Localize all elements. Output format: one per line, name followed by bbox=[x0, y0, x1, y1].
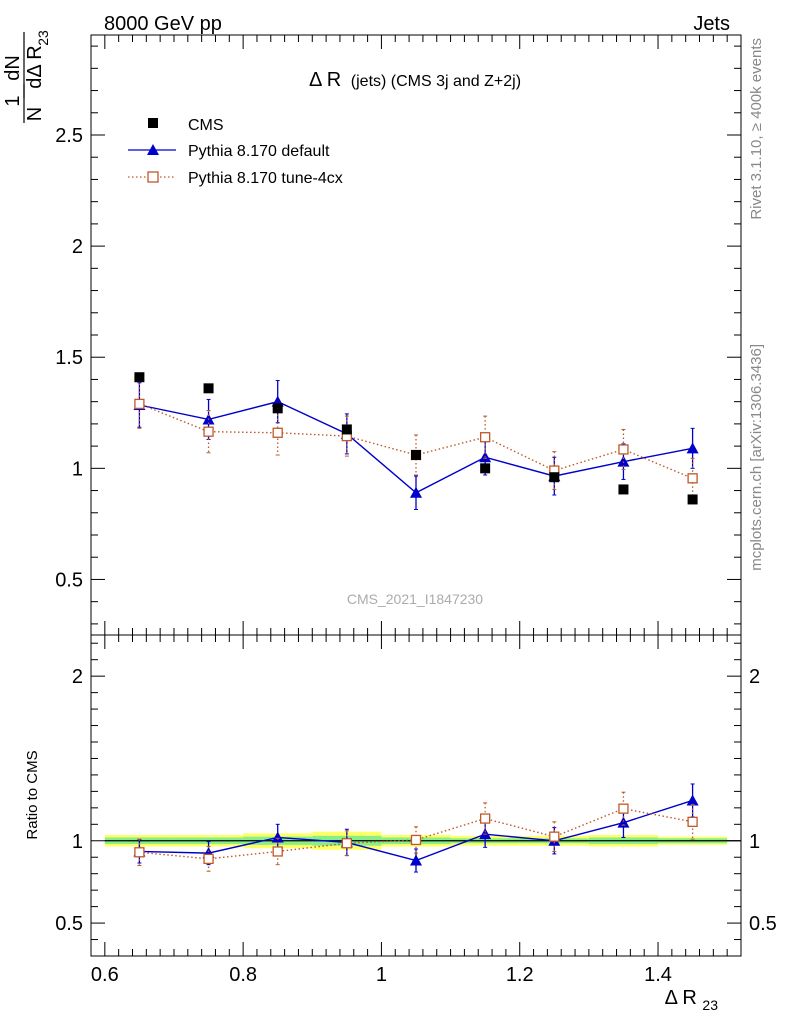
y-label-dN: dN bbox=[2, 55, 24, 81]
main-cms-point bbox=[549, 472, 560, 483]
ratio-pythia-tune-point bbox=[479, 813, 491, 824]
main-title: Δ R (jets) (CMS 3j and Z+2j) bbox=[309, 69, 521, 91]
ratio-pythia-tune-point bbox=[272, 846, 283, 857]
main-panel: 0.5 1 1.5 2 2.5 Δ R (jets) (CMS 3j and Z+2j)… bbox=[2, 30, 742, 636]
ratio-y-tick-label: 0.5 bbox=[55, 913, 83, 935]
x-label-subscript: 23 bbox=[702, 997, 718, 1013]
ratio-x-tick-label: 0.6 bbox=[91, 964, 119, 986]
main-cms-point bbox=[480, 463, 491, 474]
ratio-pythia-tune-point bbox=[687, 816, 698, 827]
main-y-tick-label: 2.5 bbox=[55, 125, 83, 147]
ratio-panel-frame bbox=[90, 634, 742, 957]
ratio-y-axis-label: Ratio to CMS bbox=[24, 750, 41, 839]
ratio-pythia-tune-point bbox=[410, 834, 422, 846]
legend-entry-pythia-tune: Pythia 8.170 tune-4cx bbox=[128, 170, 343, 187]
main-pythia-tune-point bbox=[687, 473, 698, 484]
ratio-x-axis-label: Δ R 23 bbox=[665, 987, 719, 1013]
x-label-main: Δ R bbox=[665, 987, 697, 1009]
main-cms-point bbox=[134, 372, 145, 383]
main-y-tick-label: 2 bbox=[72, 236, 83, 258]
ratio-x-axis: 0.6 0.8 1 1.2 1.4 bbox=[91, 635, 728, 986]
ratio-pythia-default-point bbox=[686, 794, 699, 806]
ratio-pythia-tune-line bbox=[139, 807, 693, 860]
ratio-pythia-tune-point bbox=[341, 838, 353, 849]
ratio-pythia-tune-point bbox=[618, 803, 629, 814]
main-pythia-tune-point bbox=[203, 426, 214, 437]
legend-entry-cms: CMS bbox=[148, 117, 224, 134]
legend-marker-cms bbox=[148, 118, 158, 128]
mcplots-reference-label: mcplots.cern.ch [arXiv:1306.3436] bbox=[748, 344, 765, 571]
main-y-axis: 0.5 1 1.5 2 2.5 bbox=[55, 45, 741, 625]
legend-marker-pythia-tune bbox=[147, 171, 159, 183]
main-cms-point bbox=[203, 383, 214, 394]
main-title-rest: (jets) (CMS 3j and Z+2j) bbox=[351, 73, 521, 90]
ratio-y-tick-label-right: 2 bbox=[749, 666, 760, 688]
main-cms-point bbox=[341, 424, 352, 435]
ratio-x-tick-label: 1.4 bbox=[644, 964, 672, 986]
main-y-axis-label: 1 N dN dΔ R 23 bbox=[2, 30, 51, 123]
y-label-subscript: 23 bbox=[35, 30, 51, 46]
main-pythia-default-point bbox=[686, 442, 699, 454]
ratio-x-tick-label: 0.8 bbox=[229, 964, 257, 986]
ratio-pythia-default-point bbox=[410, 854, 422, 866]
main-y-tick-label: 1 bbox=[72, 458, 83, 480]
main-series-group bbox=[133, 372, 699, 510]
main-cms-point bbox=[272, 403, 283, 414]
main-x-axis-ticks bbox=[104, 35, 728, 635]
legend-marker-pythia-default bbox=[147, 144, 159, 155]
ratio-pythia-default-point bbox=[271, 831, 284, 843]
main-cms-point bbox=[411, 450, 421, 460]
main-pythia-tune-point bbox=[134, 398, 145, 410]
ratio-y-tick-label: 1 bbox=[72, 831, 83, 853]
main-y-tick-label: 1.5 bbox=[55, 347, 83, 369]
analysis-watermark: CMS_2021_I1847230 bbox=[347, 591, 483, 607]
ratio-x-tick-label: 1.2 bbox=[506, 964, 534, 986]
legend: CMS Pythia 8.170 default Pythia 8.170 tu… bbox=[128, 117, 343, 187]
ratio-pythia-default-point bbox=[617, 816, 630, 828]
main-pythia-tune-point bbox=[618, 444, 629, 455]
header-process-label: Jets bbox=[693, 13, 730, 35]
rivet-version-label: Rivet 3.1.10, ≥ 400k events bbox=[748, 38, 765, 220]
ratio-pythia-tune-point bbox=[134, 847, 145, 858]
y-label-dDeltaR: dΔ R bbox=[24, 45, 46, 88]
ratio-pythia-tune-point bbox=[203, 853, 214, 865]
y-label-one: 1 bbox=[2, 95, 24, 106]
main-cms-point bbox=[687, 494, 698, 505]
ratio-y-tick-label: 2 bbox=[72, 666, 83, 688]
main-pythia-tune-point bbox=[272, 427, 283, 438]
main-title-symbol: Δ R bbox=[309, 69, 341, 91]
ratio-pythia-tune-point bbox=[549, 831, 560, 842]
main-cms-point bbox=[618, 484, 629, 495]
ratio-panel: 0.5 0.5 1 1 2 2 0.6 0.8 1 1.2 1.4 Ratio to CMS Δ … bbox=[24, 634, 777, 1013]
ratio-y-axis: 0.5 0.5 1 1 2 2 bbox=[55, 642, 777, 941]
header-energy-label: 8000 GeV pp bbox=[104, 13, 222, 35]
main-y-tick-label: 0.5 bbox=[55, 569, 83, 591]
ratio-y-tick-label-right: 1 bbox=[749, 831, 760, 853]
legend-entry-pythia-default: Pythia 8.170 default bbox=[128, 143, 330, 160]
main-pythia-default-point bbox=[617, 455, 630, 467]
legend-label-cms: CMS bbox=[188, 117, 224, 134]
main-pythia-tune-point bbox=[479, 432, 491, 443]
ratio-y-tick-label-right: 0.5 bbox=[749, 913, 777, 935]
ratio-x-tick-label: 1 bbox=[376, 964, 387, 986]
legend-label-pythia-tune: Pythia 8.170 tune-4cx bbox=[188, 170, 343, 187]
legend-label-pythia-default: Pythia 8.170 default bbox=[188, 143, 330, 160]
main-pythia-default-point bbox=[410, 486, 422, 498]
ratio-series-group bbox=[133, 783, 699, 873]
y-label-N: N bbox=[24, 107, 46, 121]
